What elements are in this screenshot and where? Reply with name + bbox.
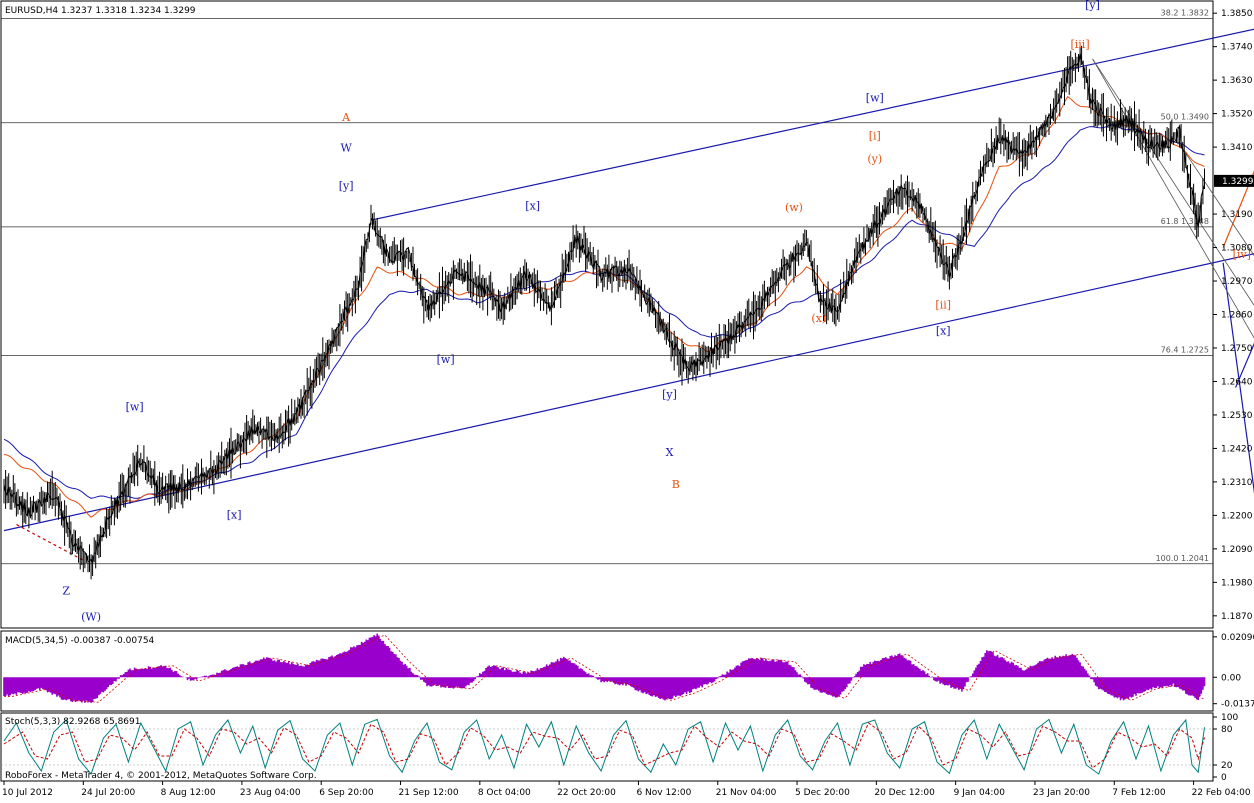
time-axis-label: 8 Aug 12:00 (161, 788, 216, 798)
macd-axis-label: -0.01371 (1221, 700, 1254, 710)
time-axis-label: 22 Feb 04:00 (1192, 788, 1251, 798)
macd-title: MACD(5,34,5) -0.00387 -0.00754 (5, 636, 155, 646)
price-axis-label: 1.3740 (1221, 43, 1253, 53)
copyright-text: RoboForex - MetaTrader 4, © 2001-2012, M… (5, 771, 317, 781)
price-axis-label: 1.2970 (1221, 277, 1253, 287)
wave-label: Z (62, 585, 70, 598)
time-axis-label: 23 Jan 20:00 (1033, 788, 1090, 798)
time-axis-label: 9 Jan 04:00 (954, 788, 1006, 798)
time-axis-label: 5 Dec 20:00 (795, 788, 850, 798)
price-axis: 1.3850 1.3740 1.3630 1.3520 1.3410 1.3190 1.30… (1213, 9, 1253, 622)
wave-label: W (340, 142, 352, 155)
wave-label: (y) (867, 152, 882, 165)
price-panel-frame (1, 1, 1213, 628)
price-axis-label: 1.2530 (1221, 411, 1253, 421)
symbol-header: EURUSD,H4 1.3237 1.3318 1.3234 1.3299 (5, 6, 196, 16)
time-axis-label: 6 Sep 20:00 (319, 788, 374, 798)
wave-label: (x) (811, 312, 826, 325)
time-axis: 10 Jul 2012 24 Jul 20:00 8 Aug 12:00 23 Aug… (2, 781, 1251, 798)
wave-label: [i] (869, 129, 881, 142)
price-axis-label: 1.3850 (1221, 9, 1253, 19)
macd-panel[interactable]: MACD(5,34,5) -0.00387 -0.00754 (1, 631, 1213, 711)
time-axis-label: 6 Nov 12:00 (636, 788, 691, 798)
price-axis-label: 1.2310 (1221, 478, 1253, 488)
price-axis-label: 1.3520 (1221, 110, 1253, 120)
time-axis-label: 23 Aug 04:00 (240, 788, 301, 798)
price-axis-label: 1.2090 (1221, 545, 1253, 555)
stochastic-axis: 100 80 20 0 (1213, 713, 1238, 783)
time-axis-label: 21 Sep 12:00 (399, 788, 459, 798)
projection-blue-down (1223, 263, 1254, 537)
wave-label: (w) (785, 201, 803, 214)
price-axis-label: 1.2750 (1221, 344, 1253, 354)
macd-axis-label: 0.00 (1221, 673, 1241, 683)
wave-label: [y] (339, 180, 354, 193)
wave-label: [w] (126, 400, 144, 413)
time-axis-label: 7 Feb 12:00 (1112, 788, 1166, 798)
stochastic-title: Stoch(5,3,3) 82.9268 65.8691 (5, 717, 140, 727)
time-axis-label: 22 Oct 20:00 (557, 788, 616, 798)
price-axis-label: 1.3410 (1221, 143, 1253, 153)
fib-level-label: 100.0 1.2041 (1156, 554, 1209, 563)
time-axis-label: 10 Jul 2012 (2, 788, 53, 798)
price-axis-label: 1.2860 (1221, 311, 1253, 321)
time-axis-label: 20 Dec 12:00 (874, 788, 935, 798)
wave-label: [x] (227, 508, 242, 521)
price-axis-label: 1.2420 (1221, 444, 1253, 454)
wave-label: (W) (81, 610, 101, 623)
stochastic-panel[interactable]: Stoch(5,3,3) 82.9268 65.8691 RoboForex -… (1, 713, 1213, 781)
stochastic-axis-label: 0 (1221, 773, 1227, 783)
price-axis-label: 1.2640 (1221, 377, 1253, 387)
price-axis-label: 1.2200 (1221, 511, 1253, 521)
wave-label: B (672, 478, 680, 491)
price-axis-label: 1.3630 (1221, 76, 1253, 86)
wave-label: A (341, 111, 351, 124)
time-axis-label: 8 Oct 04:00 (478, 788, 531, 798)
macd-axis: 0.02096 0.00 -0.01371 (1213, 633, 1254, 710)
wave-label: [iii] (1070, 38, 1089, 51)
wave-label: X (666, 446, 674, 459)
wave-label: [x] (936, 324, 951, 337)
stochastic-axis-label: 100 (1221, 713, 1238, 723)
time-axis-label: 21 Nov 04:00 (716, 788, 777, 798)
macd-axis-label: 0.02096 (1221, 633, 1254, 643)
last-price-label: 1.3299 (1222, 177, 1254, 187)
wave-label: [w] (437, 353, 455, 366)
wave-label: [y] (1085, 0, 1100, 12)
price-axis-label: 1.3190 (1221, 210, 1253, 220)
price-axis-label: 1.3080 (1221, 244, 1253, 254)
price-axis-label: 1.1980 (1221, 578, 1253, 588)
stochastic-axis-label: 20 (1221, 761, 1233, 771)
fib-level-label: 38.2 1.3832 (1161, 9, 1209, 18)
fib-level-label: 76.4 1.2725 (1161, 346, 1209, 355)
wave-label: [w] (866, 91, 884, 104)
wave-label: [y] (662, 388, 677, 401)
price-axis-label: 1.1870 (1221, 612, 1253, 622)
wave-label: [ii] (935, 298, 951, 311)
fib-level-label: 50.0 1.3490 (1161, 113, 1209, 122)
time-axis-label: 24 Jul 20:00 (81, 788, 135, 798)
stochastic-axis-label: 80 (1221, 725, 1233, 735)
wave-label: [x] (525, 199, 540, 212)
